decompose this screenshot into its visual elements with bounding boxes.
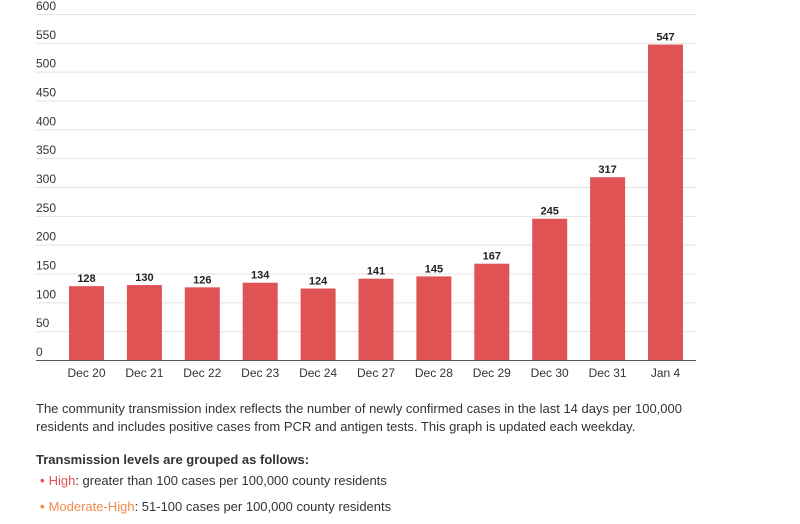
bar: [126, 285, 162, 360]
bar-value-label: 124: [309, 275, 328, 287]
bar: [358, 278, 394, 360]
y-tick-label: 550: [36, 28, 56, 42]
bar: [184, 287, 220, 360]
x-tick-label: Dec 24: [299, 366, 337, 380]
bar-value-label: 167: [483, 251, 501, 263]
bar: [300, 288, 336, 360]
bar: [590, 177, 626, 360]
bar: [416, 276, 452, 360]
bar-value-label: 126: [193, 274, 211, 286]
x-tick-label: Dec 27: [357, 366, 395, 380]
level-name: Moderate-High: [48, 499, 135, 514]
chart-description: The community transmission index reflect…: [36, 401, 682, 434]
bar-value-label: 134: [251, 270, 270, 282]
bars: [69, 44, 683, 361]
x-tick-label: Dec 21: [125, 366, 163, 380]
y-axis-ticks: 0 50 100 150 200 250 300 350 400 450 500 550 600: [36, 0, 56, 359]
y-tick-label: 600: [36, 0, 56, 13]
y-tick-label: 150: [36, 259, 56, 273]
bar-chart: 0 50 100 150 200 250 300 350 400 450 500 550 600 128…: [36, 0, 696, 380]
x-tick-label: Dec 23: [241, 366, 279, 380]
bar: [474, 263, 510, 360]
x-tick-label: Dec 30: [531, 366, 569, 380]
x-tick-label: Dec 29: [473, 366, 511, 380]
level-description: : greater than 100 cases per 100,000 cou…: [75, 473, 387, 488]
bar: [69, 286, 104, 360]
bar: [648, 44, 683, 361]
bar-value-label: 130: [135, 272, 153, 284]
level-name: High: [48, 473, 76, 488]
value-labels: 128 130 126 134 124 141 145 167 245 317 547: [77, 32, 674, 288]
y-tick-label: 400: [36, 114, 56, 128]
y-tick-label: 350: [36, 143, 56, 157]
level-description: : 51-100 cases per 100,000 county reside…: [134, 499, 392, 514]
bullet-icon: •: [40, 473, 45, 488]
bar: [242, 282, 278, 360]
bullet-icon: •: [40, 499, 45, 514]
x-tick-label: Dec 31: [589, 366, 627, 380]
y-tick-label: 500: [36, 57, 56, 71]
y-tick-label: 200: [36, 230, 56, 244]
bar-value-label: 547: [656, 32, 674, 44]
y-tick-label: 50: [36, 316, 50, 330]
y-tick-label: 250: [36, 201, 56, 215]
bar-value-label: 317: [598, 164, 616, 176]
x-tick-label: Dec 20: [67, 366, 105, 380]
x-tick-label: Jan 4: [651, 366, 681, 380]
bar-value-label: 141: [367, 266, 385, 278]
level-item: • Moderate-High: 51-100 cases per 100,000…: [40, 498, 700, 516]
transmission-levels-list: • High: greater than 100 cases per 100,00…: [40, 472, 700, 524]
y-tick-label: 0: [36, 345, 43, 359]
y-tick-label: 450: [36, 86, 56, 100]
groups-heading: Transmission levels are grouped as follo…: [36, 452, 310, 467]
y-tick-label: 300: [36, 172, 56, 186]
bar-value-label: 145: [425, 263, 443, 275]
x-tick-label: Dec 22: [183, 366, 221, 380]
bar-value-label: 245: [541, 206, 559, 218]
y-tick-label: 100: [36, 287, 56, 301]
level-item: • High: greater than 100 cases per 100,00…: [40, 472, 700, 490]
x-tick-label: Dec 28: [415, 366, 453, 380]
bar-value-label: 128: [77, 273, 95, 285]
bar: [532, 218, 568, 360]
x-axis-labels: Dec 20 Dec 21 Dec 22 Dec 23 Dec 24 Dec 27 Dec …: [67, 366, 680, 380]
